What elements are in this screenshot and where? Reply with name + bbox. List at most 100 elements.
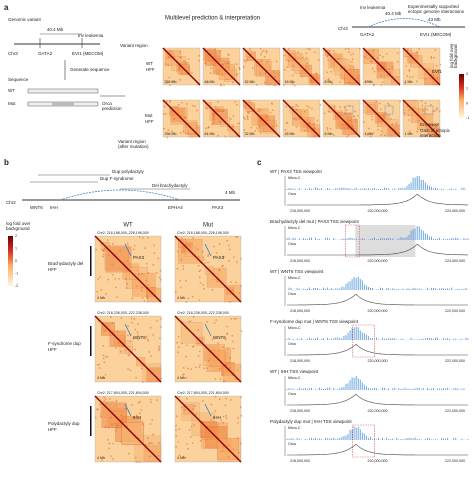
highlight <box>344 105 354 115</box>
heatmap-dot <box>224 338 227 341</box>
heatmap-diagonal <box>282 47 321 86</box>
text: Variant region <box>118 139 146 144</box>
heatmap-dot <box>176 341 178 344</box>
heatmap-dot <box>156 271 158 274</box>
heatmap-dot <box>221 74 223 76</box>
heatmap-dot <box>264 55 266 58</box>
heatmap-dot <box>219 378 222 380</box>
heatmap-dot <box>131 404 134 406</box>
heatmap-dot <box>194 105 196 107</box>
row-label: Mut <box>145 113 153 118</box>
heatmap-dot <box>396 52 399 54</box>
heatmap-dot <box>330 70 333 73</box>
heatmap-dot <box>348 134 350 136</box>
heatmap-dot <box>189 436 192 438</box>
heatmap-dot <box>103 361 106 364</box>
coordinates: Chr2: 216,188,000–228,196,000 <box>177 231 229 235</box>
heatmap-dot <box>198 366 201 368</box>
heatmap-dot <box>105 402 108 404</box>
heatmap-dot <box>116 331 119 333</box>
heatmap-dot <box>198 276 201 279</box>
heatmap-dot <box>163 127 165 130</box>
heatmap-dot <box>373 70 376 73</box>
heatmap-diagonal <box>94 395 162 463</box>
heatmap-dot <box>352 125 354 128</box>
heatmap-dot <box>123 261 126 264</box>
heatmap-dot <box>437 128 440 130</box>
heatmap-dot <box>180 406 183 409</box>
heatmap-dot <box>404 82 406 85</box>
heatmap-dot <box>99 403 101 405</box>
heatmap-dot <box>176 415 178 417</box>
scale-label: 4 Mb <box>177 376 185 380</box>
heatmap-dot <box>236 261 238 263</box>
heatmap-dot <box>258 125 261 128</box>
heatmap-dot <box>261 51 263 53</box>
text: 40.4 Mb <box>47 27 64 32</box>
heatmap-dot <box>168 76 171 79</box>
heatmap-dot <box>296 109 298 111</box>
gene: PAX3 <box>212 205 224 210</box>
heatmap-dot <box>259 72 261 75</box>
annotation: Gain of ectopic <box>420 128 451 133</box>
heatmap-dot <box>211 123 214 125</box>
heatmap-dot <box>191 72 193 74</box>
text: log fold over <box>449 43 454 68</box>
scale-label: 256 Mb <box>165 80 177 84</box>
heatmap-dot <box>246 118 249 120</box>
heatmap-dot <box>198 54 200 57</box>
heatmap-dot <box>158 442 160 444</box>
heatmap-dot <box>157 257 160 260</box>
heatmap-dot <box>227 66 229 68</box>
heatmap-dot <box>197 329 199 331</box>
heatmap-dot <box>107 239 109 241</box>
heatmap-dot <box>206 321 209 323</box>
heatmap-dot <box>384 134 386 137</box>
heatmap-dot <box>142 423 145 425</box>
heatmap-dot <box>435 65 438 67</box>
heatmap-dot <box>96 408 98 410</box>
heatmap-dot <box>430 73 433 76</box>
heatmap-dot <box>119 249 121 252</box>
heatmap-dot <box>394 132 396 135</box>
text: Dup F-syndrome <box>100 176 134 181</box>
heatmap-dot <box>165 82 168 84</box>
coordinates: Chr2: 217,804,000–221,804,000 <box>97 391 149 395</box>
heatmap-dot <box>293 84 296 87</box>
heatmap-dot <box>214 396 217 398</box>
text: WT <box>8 88 15 93</box>
heatmap-dot <box>151 442 153 444</box>
heatmap-dot <box>209 72 212 74</box>
heatmap-dot <box>184 116 187 118</box>
heatmap-dot <box>424 102 427 105</box>
heatmap-dot <box>107 426 110 429</box>
heatmap-dot <box>346 126 349 128</box>
heatmap-dot <box>185 280 187 282</box>
heatmap-dot <box>100 415 102 417</box>
heatmap-dot <box>138 273 140 276</box>
heatmap-dot <box>383 66 385 68</box>
heatmap-dot <box>133 248 135 251</box>
heatmap-dot <box>147 297 149 300</box>
heatmap-dot <box>408 70 411 72</box>
heatmap-dot <box>222 110 225 112</box>
heatmap-dot <box>223 380 226 382</box>
scale-label: 4 Mb <box>365 80 373 84</box>
row-label: Orca <box>288 292 296 296</box>
heatmap-dot <box>141 420 144 423</box>
heatmap-dot <box>103 247 106 250</box>
heatmap-dot <box>373 83 375 86</box>
heatmap-dot <box>98 320 100 322</box>
heatmap-dot <box>114 278 117 280</box>
text: Mut <box>8 101 16 106</box>
prediction-line <box>287 294 468 306</box>
heatmap-dot <box>229 356 232 359</box>
heatmap-dot <box>207 255 209 257</box>
heatmap-dot <box>260 119 262 121</box>
heatmap-dot <box>421 104 424 107</box>
heatmap-dot <box>399 100 402 103</box>
heatmap-dot <box>167 64 169 66</box>
text: Dup polydactyly <box>112 169 145 174</box>
axis-label: 222,000,000 <box>445 409 465 413</box>
heatmap-dot <box>398 132 400 135</box>
